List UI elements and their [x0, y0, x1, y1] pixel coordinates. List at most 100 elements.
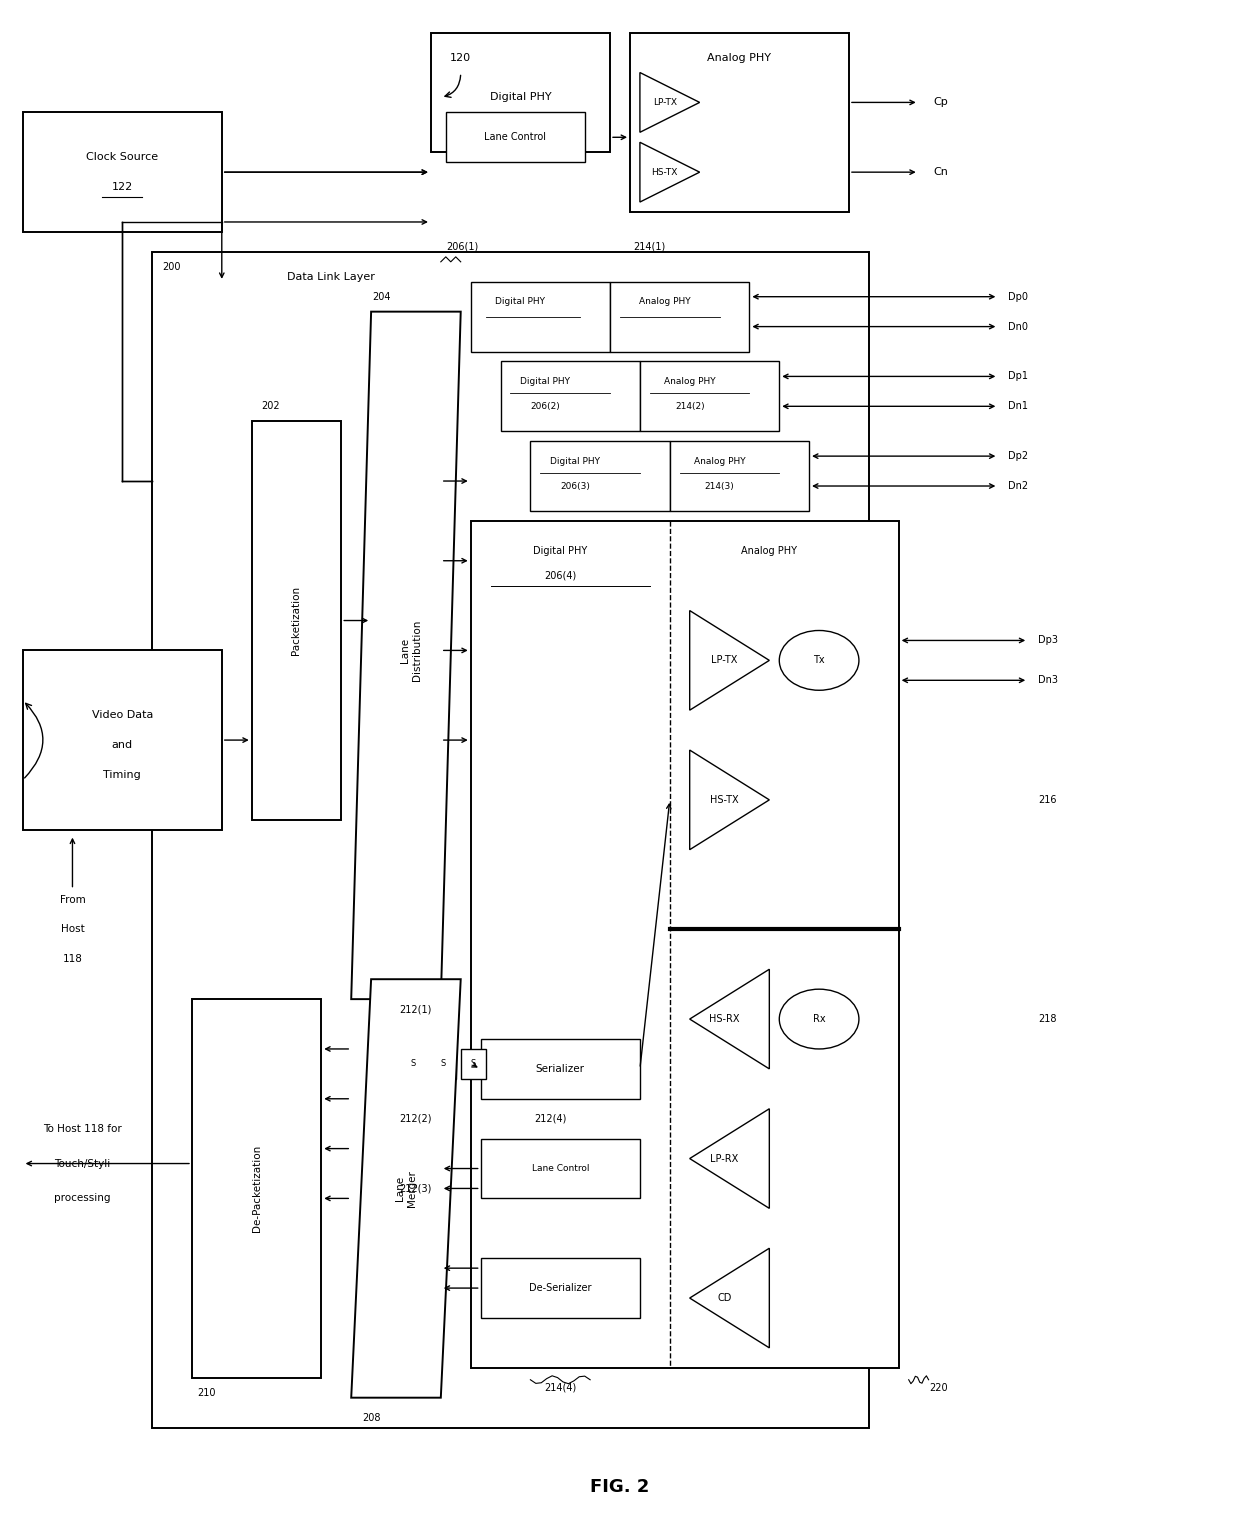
Polygon shape	[640, 72, 699, 133]
Bar	[22, 113, 222, 232]
Text: Lane
Merger: Lane Merger	[396, 1170, 417, 1206]
Text: Dp3: Dp3	[1038, 635, 1058, 646]
Text: Digital PHY: Digital PHY	[490, 93, 552, 102]
Bar	[610, 282, 749, 351]
Text: HS-RX: HS-RX	[709, 1014, 740, 1025]
Text: HS-TX: HS-TX	[651, 168, 678, 177]
Polygon shape	[689, 1109, 769, 1208]
Text: S: S	[410, 1060, 417, 1069]
Text: To Host 118 for: To Host 118 for	[43, 1124, 122, 1133]
Text: 216: 216	[1038, 796, 1056, 805]
Bar	[430, 32, 610, 153]
Bar	[471, 282, 610, 351]
Bar	[670, 441, 810, 512]
Text: De-Packetization: De-Packetization	[252, 1145, 262, 1232]
Text: 118: 118	[62, 954, 82, 964]
Text: Packetization: Packetization	[291, 586, 301, 655]
Text: Lane
Distribution: Lane Distribution	[401, 620, 422, 681]
Bar	[501, 362, 640, 431]
Text: Lane Control: Lane Control	[485, 133, 547, 142]
Polygon shape	[689, 611, 769, 710]
Bar	[430, 1049, 456, 1080]
Text: LP-RX: LP-RX	[711, 1153, 739, 1164]
Polygon shape	[689, 1248, 769, 1348]
Text: 206(3): 206(3)	[560, 481, 590, 490]
Text: Dp0: Dp0	[1008, 292, 1028, 302]
Text: 212(3): 212(3)	[399, 1183, 432, 1194]
Text: 206(1): 206(1)	[446, 241, 479, 252]
Bar	[481, 1258, 640, 1318]
Bar	[192, 999, 321, 1377]
Text: Dn3: Dn3	[1038, 675, 1058, 686]
Text: Digital PHY: Digital PHY	[533, 545, 588, 556]
Bar	[640, 362, 779, 431]
Text: Video Data: Video Data	[92, 710, 153, 721]
Text: FIG. 2: FIG. 2	[590, 1478, 650, 1496]
Text: Host: Host	[61, 924, 84, 935]
Text: Analog PHY: Analog PHY	[708, 52, 771, 63]
Text: 206(2): 206(2)	[531, 402, 560, 411]
Text: Serializer: Serializer	[536, 1064, 585, 1073]
Text: Dn1: Dn1	[1008, 402, 1028, 411]
Bar	[630, 32, 849, 212]
Text: HS-TX: HS-TX	[711, 796, 739, 805]
Text: Tx: Tx	[813, 655, 825, 666]
Polygon shape	[351, 979, 461, 1397]
Polygon shape	[640, 142, 699, 202]
Text: 206(4): 206(4)	[544, 571, 577, 580]
Text: LP-TX: LP-TX	[712, 655, 738, 666]
Ellipse shape	[779, 989, 859, 1049]
Text: LP-TX: LP-TX	[652, 98, 677, 107]
Text: 208: 208	[362, 1412, 381, 1423]
Bar	[471, 521, 899, 1368]
Text: S: S	[470, 1060, 476, 1069]
Text: Digital PHY: Digital PHY	[496, 298, 546, 307]
Text: Dp2: Dp2	[1008, 450, 1028, 461]
Text: and: and	[112, 741, 133, 750]
Text: Digital PHY: Digital PHY	[551, 457, 600, 466]
Text: processing: processing	[55, 1194, 110, 1203]
Text: 212(4): 212(4)	[534, 1113, 567, 1124]
Bar	[461, 1049, 486, 1080]
Polygon shape	[689, 750, 769, 849]
Text: De-Serializer: De-Serializer	[529, 1283, 591, 1293]
Bar	[481, 1139, 640, 1199]
Bar	[252, 421, 341, 820]
Text: Dn2: Dn2	[1008, 481, 1028, 492]
Text: Data Link Layer: Data Link Layer	[288, 272, 376, 282]
Bar	[481, 1038, 640, 1099]
Text: S: S	[440, 1060, 446, 1069]
Text: 202: 202	[262, 402, 280, 411]
Bar	[446, 113, 585, 162]
Text: Timing: Timing	[103, 770, 141, 780]
Text: 214(2): 214(2)	[675, 402, 704, 411]
Text: 200: 200	[162, 261, 181, 272]
Bar	[531, 441, 670, 512]
Text: Clock Source: Clock Source	[86, 153, 159, 162]
Bar	[153, 252, 869, 1428]
Text: Analog PHY: Analog PHY	[663, 377, 715, 386]
Text: Dp1: Dp1	[1008, 371, 1028, 382]
Text: 212(2): 212(2)	[399, 1113, 433, 1124]
Text: CD: CD	[718, 1293, 732, 1303]
Text: 220: 220	[929, 1383, 947, 1393]
Text: Lane Control: Lane Control	[532, 1164, 589, 1173]
Polygon shape	[689, 970, 769, 1069]
Text: Cn: Cn	[934, 166, 949, 177]
Text: 210: 210	[197, 1388, 216, 1397]
Text: Analog PHY: Analog PHY	[639, 298, 691, 307]
Text: Cp: Cp	[934, 98, 949, 107]
Text: 204: 204	[372, 292, 391, 302]
Text: Digital PHY: Digital PHY	[521, 377, 570, 386]
Text: Dn0: Dn0	[1008, 322, 1028, 331]
Text: From: From	[60, 895, 86, 904]
Text: Analog PHY: Analog PHY	[742, 545, 797, 556]
Polygon shape	[351, 312, 461, 999]
Text: Rx: Rx	[812, 1014, 826, 1025]
Text: Touch/Styli: Touch/Styli	[55, 1159, 110, 1168]
Text: 214(1): 214(1)	[634, 241, 666, 252]
Text: 120: 120	[450, 52, 471, 63]
Ellipse shape	[779, 631, 859, 690]
Text: 214(3): 214(3)	[704, 481, 734, 490]
Text: 214(4): 214(4)	[544, 1383, 577, 1393]
